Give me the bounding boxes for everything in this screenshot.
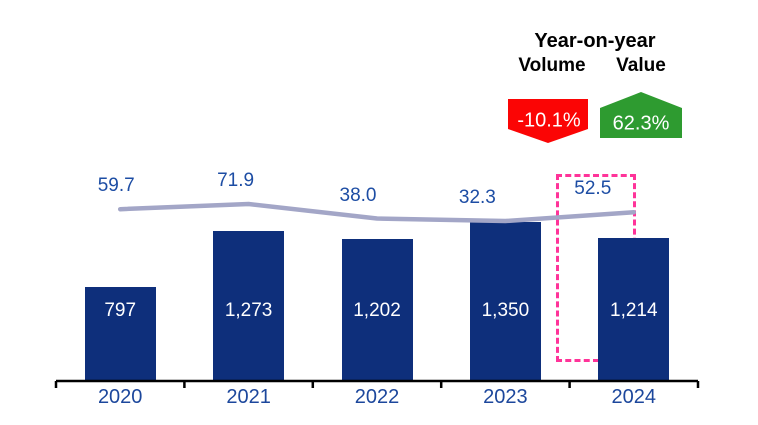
- bar-value-label-2021: 1,273: [224, 300, 273, 321]
- down-arrow-icon: [508, 99, 588, 143]
- bar-value-label-2022: 1,202: [353, 300, 401, 321]
- x-axis-label-2023: 2023: [483, 386, 528, 408]
- volume-change-value: -10.1%: [517, 109, 581, 131]
- year-on-year-title: Year-on-year: [534, 30, 656, 52]
- value-change-value: 62.3%: [613, 112, 670, 134]
- bar-2024: [598, 238, 670, 381]
- value-column-label: Value: [616, 55, 666, 76]
- x-axis-label-2021: 2021: [226, 386, 271, 408]
- bar-2023: [469, 221, 541, 381]
- bar-value-label-2023: 1,350: [481, 300, 530, 321]
- bar-2021: [213, 231, 285, 381]
- line-value-label-2024: 52.5: [574, 178, 612, 200]
- x-axis-label-2022: 2022: [354, 386, 400, 408]
- line-value-label-2022: 38.0: [339, 184, 377, 206]
- line-value-label-2021: 71.9: [217, 169, 255, 191]
- bar-2020: [84, 287, 156, 381]
- volume-column-label: Volume: [518, 55, 586, 76]
- volume-change-down-badge: -10.1%: [508, 99, 588, 143]
- up-arrow-icon: [600, 92, 682, 138]
- bar-value-label-2020: 797: [104, 300, 137, 321]
- bar-2022: [341, 239, 413, 381]
- x-axis-label-2024: 2024: [611, 386, 657, 408]
- bar-value-label-2024: 1,214: [610, 300, 658, 321]
- x-axis-label-2020: 2020: [97, 386, 143, 408]
- line-value-label-2020: 59.7: [97, 175, 135, 197]
- line-value-label-2023: 32.3: [458, 187, 496, 208]
- value-change-up-badge: 62.3%: [600, 92, 682, 138]
